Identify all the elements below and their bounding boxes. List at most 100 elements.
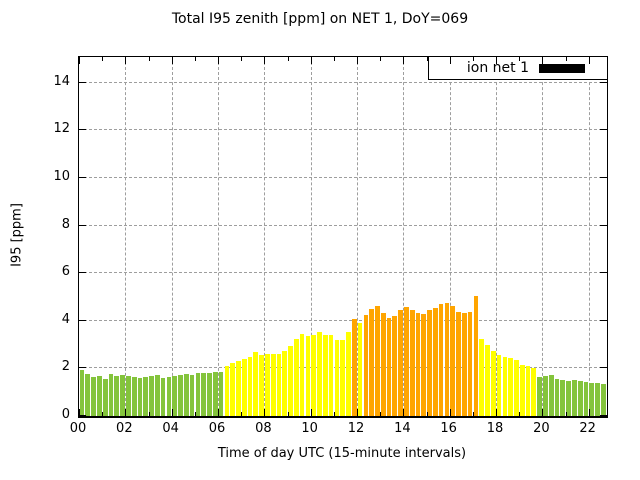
bar [253, 352, 259, 416]
x-tick [148, 57, 150, 61]
bar [380, 313, 386, 416]
y-tick [600, 415, 607, 416]
x-tick [426, 57, 428, 61]
y-gridline [79, 272, 607, 274]
x-tick [125, 409, 127, 416]
bar [409, 309, 415, 416]
x-tick [565, 412, 567, 416]
y-tick [600, 129, 607, 131]
x-tick [380, 412, 382, 416]
bar [433, 307, 438, 416]
bar [282, 351, 288, 416]
bar [265, 353, 270, 416]
bar [490, 351, 496, 416]
bar [496, 355, 502, 416]
y-tick [79, 415, 86, 416]
x-gridline [125, 57, 127, 416]
x-tick [194, 57, 196, 61]
bar [195, 372, 201, 416]
y-tick [79, 272, 86, 274]
x-tick [79, 57, 80, 64]
x-tick [519, 57, 521, 61]
y-tick [600, 224, 607, 226]
x-tick-label: 04 [162, 421, 179, 436]
x-tick [357, 57, 359, 64]
y-tick [600, 176, 607, 178]
x-gridline [357, 57, 359, 416]
bar [207, 373, 212, 416]
x-tick [496, 57, 498, 64]
x-tick-label: 00 [69, 421, 87, 436]
bar [572, 379, 577, 416]
bar [259, 354, 264, 416]
bar [137, 377, 143, 416]
x-gridline [542, 57, 544, 416]
x-tick [310, 57, 312, 64]
bar [328, 334, 334, 416]
bar [600, 383, 606, 416]
legend: ion net 1 [428, 57, 607, 80]
bar [554, 378, 560, 416]
bar [294, 339, 299, 416]
bar [270, 354, 276, 416]
bar [311, 334, 317, 416]
x-tick [310, 409, 312, 416]
bar [143, 377, 149, 416]
y-tick-label: 10 [53, 168, 70, 184]
bar [102, 378, 108, 416]
bar [479, 339, 485, 416]
x-gridline [449, 57, 451, 416]
x-tick-label: 14 [394, 421, 411, 436]
bar [178, 375, 183, 416]
y-tick-label: 6 [61, 264, 70, 280]
bar [247, 356, 253, 416]
x-gridline [310, 57, 312, 416]
bar [346, 332, 351, 416]
bar [189, 375, 195, 416]
bar [404, 307, 409, 416]
bar [548, 374, 554, 416]
bar [398, 309, 403, 416]
x-tick [496, 409, 498, 416]
y-tick [79, 319, 86, 321]
bar [519, 365, 525, 416]
bar [421, 314, 427, 416]
bar [577, 381, 583, 416]
bar [120, 375, 125, 416]
y-tick-label: 14 [53, 73, 70, 89]
y-tick [79, 367, 86, 369]
y-tick [79, 176, 86, 178]
bar [514, 360, 519, 416]
x-gridline [403, 57, 405, 416]
y-tick-label: 2 [61, 359, 70, 375]
bar [531, 367, 537, 416]
y-tick [79, 129, 86, 131]
bar [108, 374, 114, 416]
bar [241, 359, 247, 416]
y-gridline [79, 319, 607, 321]
x-gridline [588, 57, 590, 416]
x-gridline [264, 57, 266, 416]
bar [334, 339, 340, 416]
bar [589, 382, 595, 416]
y-gridline [79, 129, 607, 131]
x-tick [403, 409, 405, 416]
bar [357, 322, 363, 416]
x-tick [287, 412, 289, 416]
x-tick-label: 22 [579, 421, 596, 436]
x-tick [171, 57, 173, 64]
bar [363, 314, 369, 416]
bar [386, 317, 392, 416]
bar [351, 319, 357, 416]
bar [305, 335, 311, 416]
bar [473, 295, 479, 416]
bar [467, 311, 473, 416]
chart-title: Total I95 zenith [ppm] on NET 1, DoY=069 [171, 11, 469, 27]
bar [456, 311, 461, 416]
bar [172, 376, 178, 416]
bar [450, 306, 456, 416]
bar [317, 331, 322, 416]
bar [114, 375, 120, 416]
x-gridline [171, 57, 173, 416]
bar [97, 375, 102, 416]
